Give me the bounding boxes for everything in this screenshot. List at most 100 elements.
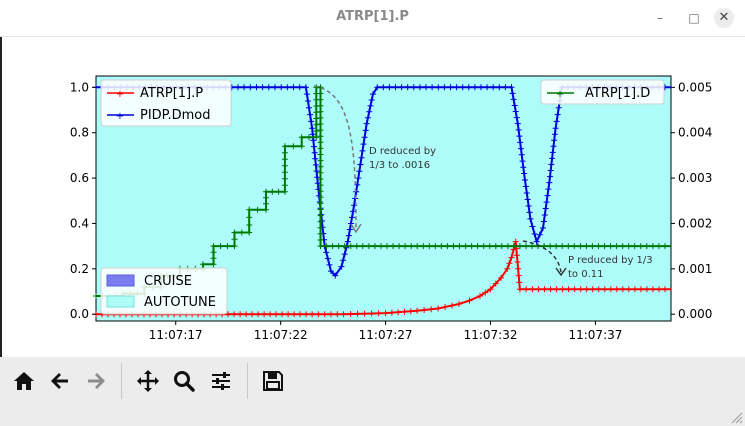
data-point-pidp-dmod (235, 84, 241, 91)
data-point-pidp-dmod (515, 126, 522, 133)
data-point-atrp-1-d (263, 200, 269, 207)
data-point-atrp-1-d (263, 188, 269, 195)
data-point-atrp-1-d (290, 143, 297, 150)
data-point-atrp-1-p (354, 310, 361, 317)
data-point-pidp-dmod (367, 102, 374, 109)
close-button[interactable]: ✕ (714, 8, 734, 28)
data-point-pidp-dmod (380, 84, 387, 91)
data-point-pidp-dmod (533, 238, 540, 245)
data-point-atrp-1-d (595, 243, 602, 250)
data-point-atrp-1-p (237, 311, 244, 318)
svg-text:+: + (116, 111, 124, 122)
legend-label-dmod: PIDP.Dmod (140, 108, 211, 123)
data-point-pidp-dmod (510, 96, 517, 103)
data-point-pidp-dmod (308, 118, 315, 125)
data-point-atrp-1-p (553, 286, 560, 293)
data-point-pidp-dmod (551, 131, 558, 138)
data-point-pidp-dmod (521, 170, 528, 177)
sliders-icon (212, 372, 230, 390)
zoom-button[interactable] (170, 367, 198, 395)
annotation-p-reduced: P reduced by 1/3 to 0.11 (522, 240, 653, 280)
data-point-pidp-dmod (548, 161, 555, 168)
data-point-pidp-dmod (303, 91, 310, 98)
data-point-atrp-1-p (613, 286, 620, 293)
data-point-atrp-1-p (571, 286, 578, 293)
data-point-pidp-dmod (302, 84, 309, 91)
legend-swatch-autotune (106, 295, 135, 308)
back-button[interactable] (46, 367, 74, 395)
data-point-pidp-dmod (518, 145, 524, 152)
forward-button[interactable] (82, 367, 110, 395)
data-point-atrp-1-d (359, 243, 366, 250)
legend-label-p: ATRP[1].P (140, 86, 203, 101)
data-point-atrp-1-d (263, 206, 269, 213)
save-button[interactable] (259, 367, 287, 395)
data-point-atrp-1-d (317, 206, 324, 213)
data-point-atrp-1-d (462, 243, 469, 250)
data-point-pidp-dmod (465, 84, 472, 91)
configure-button[interactable] (207, 367, 235, 395)
navigation-toolbar (0, 357, 745, 426)
data-point-pidp-dmod (341, 251, 348, 258)
pan-button[interactable] (134, 367, 162, 395)
data-point-atrp-1-d (317, 102, 324, 109)
data-point-pidp-dmod (350, 208, 357, 215)
data-point-atrp-1-p (559, 286, 566, 293)
data-point-atrp-1-p (637, 286, 644, 293)
y2-tick-label: 0.000 (678, 307, 712, 321)
data-point-atrp-1-p (321, 311, 328, 318)
arrow-right-icon (88, 373, 105, 389)
data-point-atrp-1-d (317, 163, 324, 170)
data-point-atrp-1-p (504, 265, 511, 272)
chart-figure: 11:07:17 11:07:22 11:07:27 11:07:32 11:07:37… (70, 75, 712, 342)
data-point-pidp-dmod (522, 183, 529, 190)
x-tick-label: 11:07:17 (149, 328, 203, 342)
data-point-atrp-1-d (298, 134, 305, 141)
data-point-atrp-1-d (547, 243, 554, 250)
data-point-atrp-1-p (375, 310, 382, 317)
data-point-pidp-dmod (404, 84, 411, 91)
y2-tick-label: 0.003 (678, 171, 712, 185)
data-point-atrp-1-d (254, 206, 261, 213)
data-point-pidp-dmod (554, 111, 561, 118)
minimize-button[interactable]: – (657, 11, 663, 25)
data-point-atrp-1-d (317, 188, 324, 195)
y2-tick-label: 0.001 (678, 262, 712, 276)
data-point-atrp-1-d (317, 218, 324, 225)
data-point-atrp-1-p (662, 286, 668, 293)
data-point-atrp-1-d (298, 143, 305, 150)
data-point-pidp-dmod (365, 114, 371, 121)
data-point-pidp-dmod (247, 84, 254, 91)
resize-grip-icon[interactable] (727, 408, 743, 424)
data-point-pidp-dmod (512, 108, 519, 115)
data-point-atrp-1-d (317, 145, 324, 152)
annotation-p-line1: P reduced by 1/3 (568, 255, 653, 266)
y-tick-label: 0.4 (70, 216, 89, 230)
data-point-atrp-1-p (334, 311, 341, 318)
data-point-pidp-dmod (496, 84, 503, 91)
data-point-atrp-1-d (637, 243, 644, 250)
data-point-atrp-1-p (482, 289, 489, 296)
data-point-pidp-dmod (540, 225, 546, 231)
data-point-atrp-1-d (317, 230, 324, 237)
data-point-atrp-1-d (317, 157, 324, 164)
data-point-atrp-1-p (395, 309, 402, 316)
data-point-pidp-dmod (309, 125, 316, 132)
data-point-pidp-dmod (544, 192, 551, 199)
data-point-atrp-1-d (317, 243, 324, 250)
data-point-atrp-1-p (261, 311, 268, 318)
data-point-atrp-1-p (649, 286, 656, 293)
data-point-atrp-1-d (317, 84, 324, 91)
data-point-atrp-1-d (281, 143, 288, 150)
data-point-atrp-1-p (529, 286, 536, 293)
data-point-atrp-1-d (281, 149, 288, 156)
y-tick-label: 0.8 (70, 126, 89, 140)
home-button[interactable] (10, 367, 38, 395)
data-point-pidp-dmod (311, 149, 318, 156)
legend-top-left: + ATRP[1].P + PIDP.Dmod (100, 79, 232, 127)
maximize-button[interactable]: □ (688, 11, 700, 25)
data-point-pidp-dmod (514, 120, 521, 127)
data-point-pidp-dmod (357, 161, 364, 168)
data-point-atrp-1-d (317, 133, 324, 140)
floppy-icon (263, 371, 283, 391)
